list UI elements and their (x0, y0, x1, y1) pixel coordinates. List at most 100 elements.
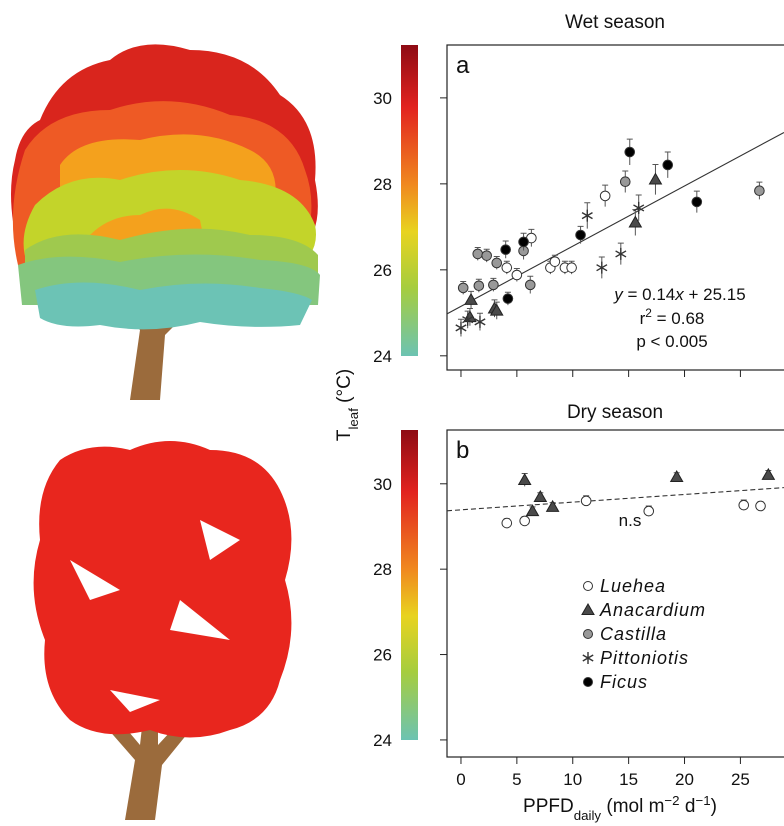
label-part: y (613, 285, 624, 304)
point (491, 257, 503, 269)
point (599, 190, 611, 202)
tree-red (33, 441, 292, 820)
colorbar (401, 430, 418, 740)
point (462, 313, 474, 326)
point (511, 269, 523, 281)
label-part: p < 0.005 (636, 332, 707, 351)
y-tick-label: 28 (373, 175, 392, 194)
label-part: T (334, 429, 355, 441)
legend-entry: Castilla (583, 624, 667, 644)
annotation: r2 = 0.68 (640, 306, 705, 328)
point (533, 490, 548, 503)
label-part: = 0.68 (652, 309, 704, 328)
point (524, 279, 536, 291)
label-part: x (674, 285, 684, 304)
y-tick-label: 30 (373, 475, 392, 494)
legend-label: Anacardium (599, 600, 706, 620)
x-tick-label: 10 (563, 770, 582, 789)
legend-label: Castilla (600, 624, 667, 644)
y-tick-label: 26 (373, 646, 392, 665)
plot-frame (446, 44, 784, 371)
x-axis-label: PPFDdaily (mol m−2 d−1) (523, 793, 717, 823)
legend-marker (583, 677, 593, 687)
point (518, 236, 529, 248)
panel-title: Wet season (565, 12, 665, 33)
point (643, 505, 655, 517)
x-tick-label: 15 (619, 770, 638, 789)
legend-marker (583, 629, 593, 639)
point (500, 244, 511, 255)
legend-marker (581, 602, 595, 615)
point (501, 517, 513, 529)
legend-label: Pittoniotis (600, 648, 689, 668)
point (474, 315, 486, 328)
label-part: −2 (664, 793, 679, 808)
label-part: ) (711, 796, 717, 817)
label-part: PPFD (523, 796, 574, 817)
point (615, 247, 627, 260)
point (549, 256, 561, 267)
point (669, 469, 684, 482)
series (501, 184, 611, 282)
legend-label: Ficus (600, 672, 648, 692)
panel-label: a (456, 52, 470, 79)
legend-marker (583, 581, 593, 591)
label-part: 2 (645, 306, 652, 320)
point (619, 176, 631, 188)
point (581, 209, 593, 222)
point (501, 262, 513, 273)
point (502, 293, 514, 304)
annotation: y = 0.14x + 25.15 (613, 285, 745, 304)
tree-gradient (11, 44, 320, 400)
y-tick-label: 28 (373, 560, 392, 579)
x-tick-label: 0 (456, 770, 465, 789)
legend-entry: Anacardium (581, 600, 706, 620)
label-part: daily (574, 808, 602, 823)
point (517, 472, 532, 485)
point (545, 499, 560, 512)
legend-entry: Ficus (583, 672, 648, 692)
point (566, 262, 577, 273)
point (596, 261, 608, 274)
label-part: d (680, 796, 696, 817)
series (500, 138, 703, 306)
legend-entry: Pittoniotis (582, 648, 689, 668)
series (517, 467, 776, 517)
label-part: + 25.15 (684, 285, 746, 304)
legend-entry: Luehea (583, 576, 665, 596)
point (738, 499, 750, 511)
label-part: −1 (695, 793, 710, 808)
series (501, 495, 766, 529)
annotation: p < 0.005 (636, 332, 707, 351)
y-tick-label: 26 (373, 261, 392, 280)
label-part: (mol m (601, 796, 664, 817)
point (624, 146, 636, 158)
point (525, 504, 540, 517)
label-part: leaf (346, 408, 361, 430)
fit-line (446, 487, 784, 512)
panel-title: Dry season (567, 402, 663, 423)
point (691, 196, 703, 208)
label-part: = 0.14 (623, 285, 675, 304)
annotation: n.s (619, 511, 642, 530)
label-part: n.s (619, 511, 642, 530)
point (481, 250, 492, 261)
y-tick-label: 30 (373, 89, 392, 108)
y-tick-label: 24 (373, 731, 392, 750)
label-part: (°C) (334, 369, 355, 408)
point (473, 280, 485, 292)
point (755, 500, 766, 512)
point (472, 248, 484, 260)
point (464, 292, 478, 305)
y-axis-label: Tleaf (°C) (334, 369, 361, 441)
series (457, 170, 765, 295)
point (761, 467, 776, 480)
point (455, 321, 467, 334)
point (754, 185, 765, 197)
point (488, 279, 499, 291)
panel-label: b (456, 437, 469, 464)
legend-marker (582, 652, 594, 664)
point (489, 303, 504, 316)
point (580, 495, 592, 507)
